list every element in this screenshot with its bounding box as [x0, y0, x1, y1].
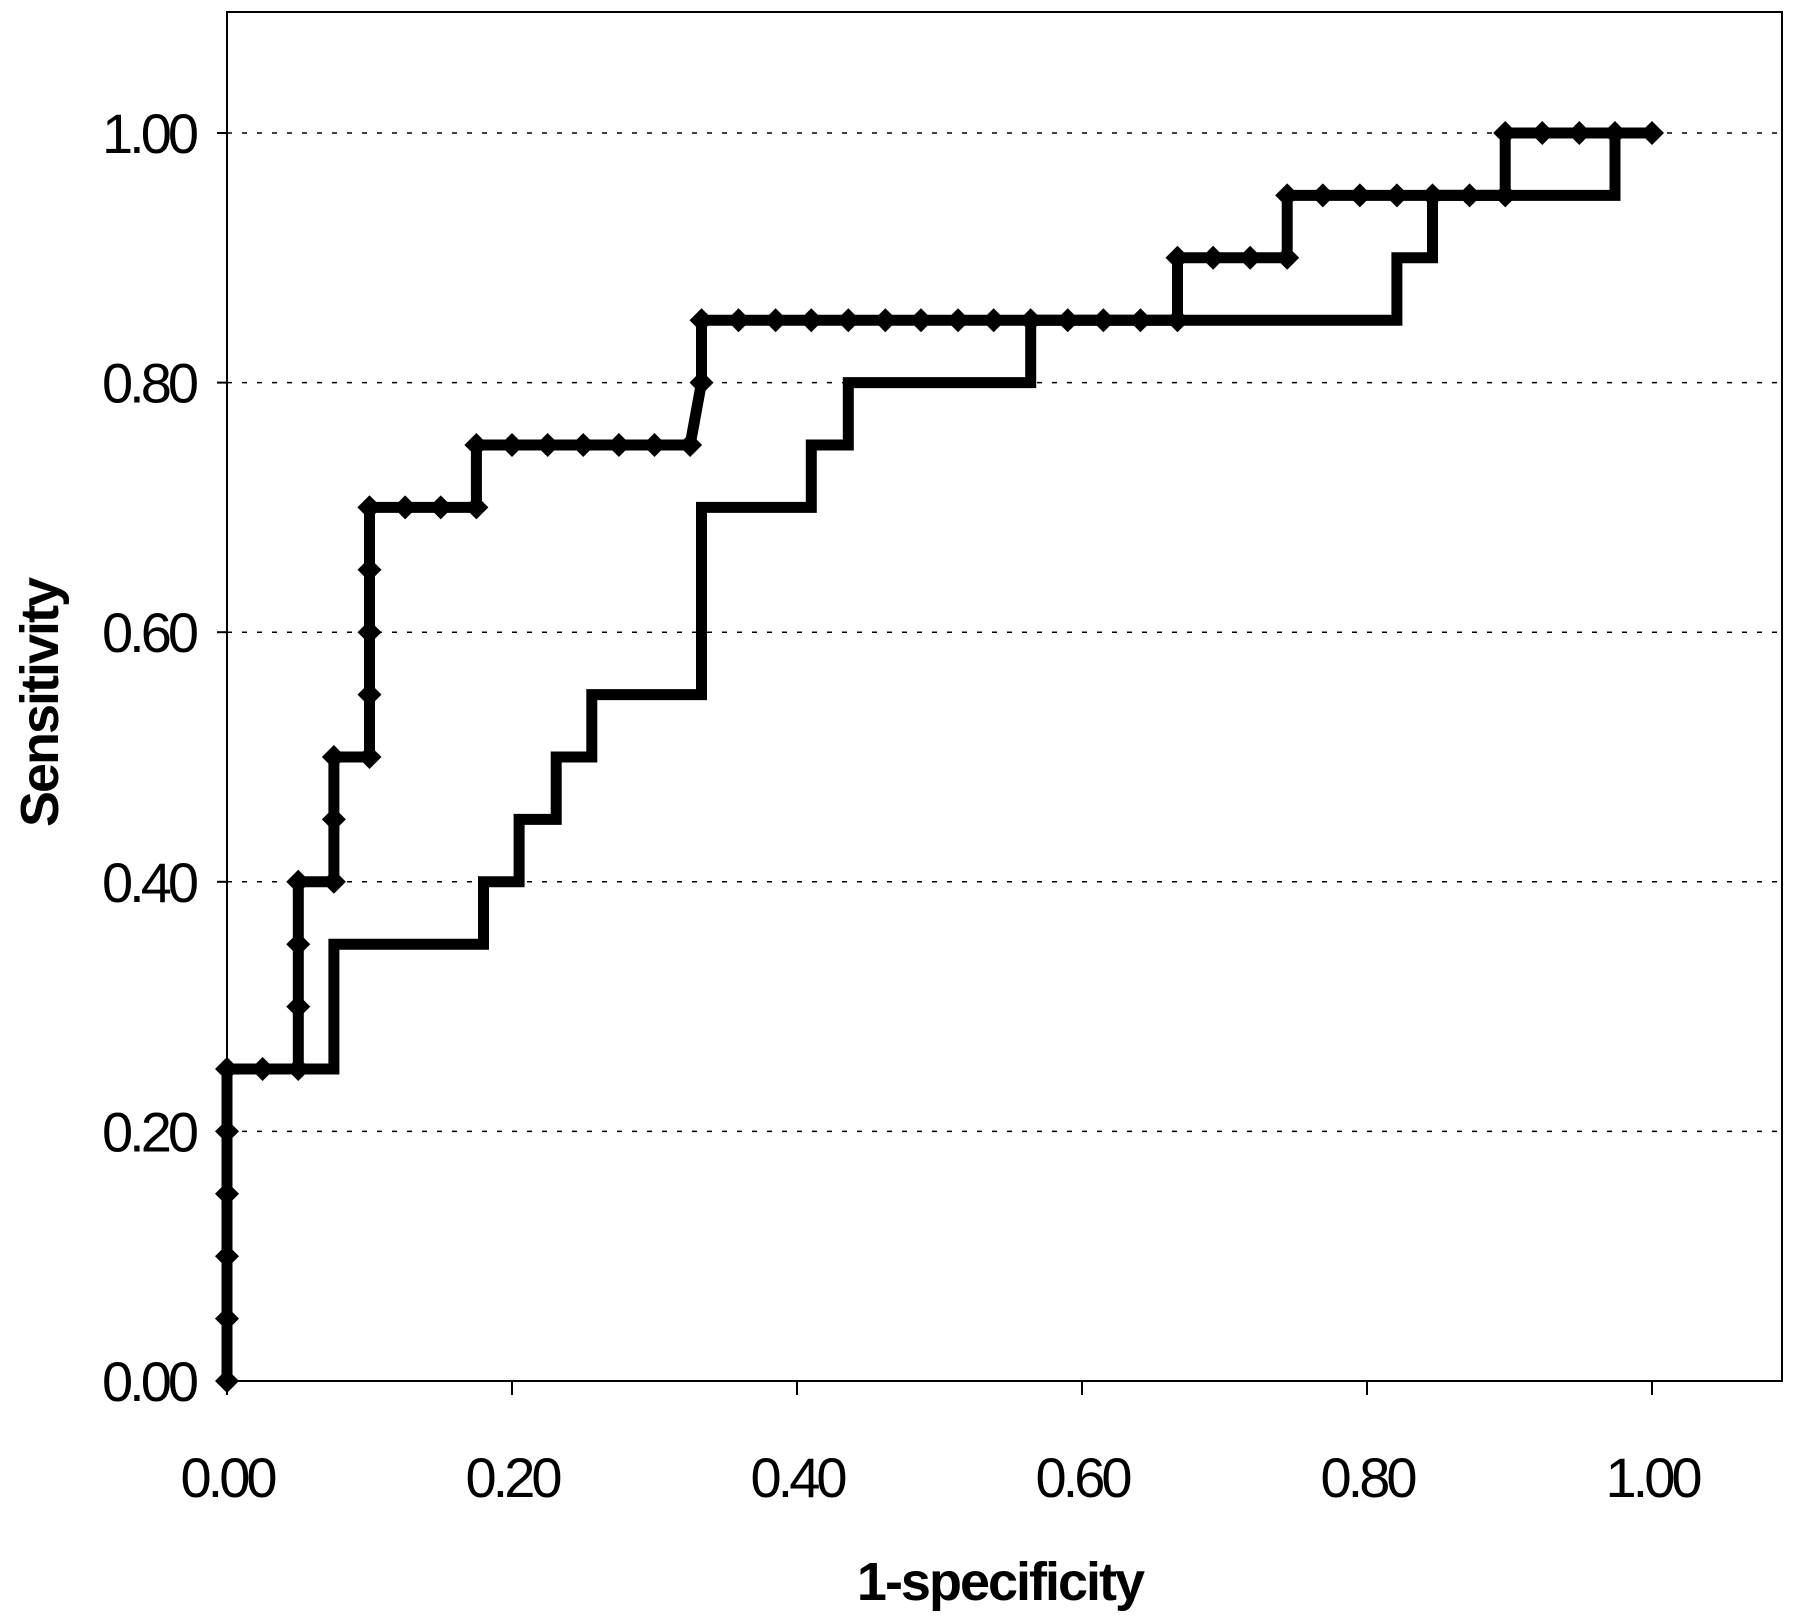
series-0-point-13 — [321, 745, 346, 769]
series-0-point-3 — [215, 1181, 239, 1206]
y-tick-label-1: 0.20 — [102, 1100, 197, 1163]
series-0-point-19 — [357, 495, 382, 520]
series-0-point-21 — [428, 495, 453, 520]
series-0-point-42 — [1091, 308, 1116, 333]
series-0-point-30 — [689, 370, 714, 395]
series-0-point-33 — [763, 308, 788, 333]
series-0-point-16 — [357, 620, 382, 645]
series-0-point-44 — [1165, 308, 1190, 333]
series-0-point-29 — [678, 433, 703, 457]
x-tick-label-0: 0.00 — [181, 1446, 276, 1509]
series-0-point-25 — [535, 433, 560, 457]
gridlines — [227, 132, 1782, 1133]
series-0-point-20 — [393, 495, 418, 520]
series-0-point-4 — [215, 1119, 239, 1144]
series-0-point-34 — [799, 308, 824, 333]
series-0-point-59 — [1602, 121, 1627, 145]
series-0-point-57 — [1530, 121, 1555, 145]
series-0-point-51 — [1347, 183, 1372, 208]
series-0-point-40 — [1018, 308, 1043, 333]
series-0-point-32 — [726, 308, 751, 333]
x-tick-label-4: 0.80 — [1321, 1446, 1416, 1509]
series-0-point-46 — [1201, 245, 1226, 270]
series-0-point-27 — [606, 433, 631, 457]
series-0-point-9 — [286, 932, 311, 957]
y-tick-label-3: 0.60 — [102, 601, 197, 664]
plot-area-frame — [226, 11, 1783, 1382]
series-0-point-43 — [1128, 308, 1153, 333]
x-axis-title: 1-specificity — [857, 1552, 1145, 1612]
series-0-point-6 — [250, 1057, 275, 1081]
series-0-point-7 — [286, 1057, 311, 1081]
series-0-point-5 — [215, 1057, 239, 1081]
series-0-point-54 — [1457, 183, 1482, 208]
series-0-point-24 — [500, 433, 524, 457]
series-0-point-60 — [1640, 121, 1664, 145]
series-0-point-8 — [286, 994, 311, 1019]
series-0-point-39 — [981, 308, 1006, 333]
series-0-line — [221, 127, 1658, 1387]
y-axis-title: Sensitivity — [10, 577, 70, 827]
series-0-point-52 — [1384, 183, 1409, 208]
x-tick-label-3: 0.60 — [1036, 1446, 1131, 1509]
series-0-point-0 — [215, 1369, 239, 1393]
series-0-point-11 — [321, 869, 346, 894]
series-0-point-38 — [946, 308, 971, 333]
y-axis-ticks: 0.00 0.20 0.40 0.60 0.80 1.00 — [102, 102, 227, 1413]
series-0-point-41 — [1055, 308, 1080, 333]
series-0-point-50 — [1310, 183, 1335, 208]
series-0-point-15 — [357, 682, 382, 707]
series-0-point-17 — [357, 557, 382, 582]
x-tick-label-5: 1.00 — [1606, 1446, 1701, 1509]
series-0-point-14 — [357, 745, 382, 769]
x-tick-label-1: 0.20 — [466, 1446, 561, 1509]
series-0-point-23 — [464, 433, 489, 457]
series-0-point-10 — [286, 869, 311, 894]
series-0-point-1 — [215, 1306, 239, 1331]
marker-layer — [215, 121, 1664, 1393]
series-layer — [221, 127, 1658, 1387]
series-0-point-36 — [873, 308, 898, 333]
series-0-point-55 — [1493, 183, 1518, 208]
series-0-point-49 — [1275, 183, 1300, 208]
series-0-point-56 — [1493, 121, 1518, 145]
series-0-point-31 — [689, 308, 714, 333]
series-0-point-28 — [642, 433, 667, 457]
series-1-line — [221, 127, 1658, 1387]
series-0-point-2 — [215, 1244, 239, 1269]
x-axis-ticks: 0.00 0.20 0.40 0.60 0.80 1.00 — [181, 1381, 1704, 1509]
series-0-point-58 — [1567, 121, 1592, 145]
series-0-point-48 — [1275, 245, 1300, 270]
series-0-point-47 — [1238, 245, 1263, 270]
series-0-point-53 — [1420, 183, 1445, 208]
series-0-point-12 — [321, 807, 346, 832]
series-0-point-35 — [836, 308, 861, 333]
y-tick-label-0: 0.00 — [102, 1350, 197, 1413]
y-tick-label-2: 0.40 — [102, 851, 197, 914]
x-tick-label-2: 0.40 — [751, 1446, 846, 1509]
y-tick-label-4: 0.80 — [102, 352, 197, 415]
series-0-point-26 — [571, 433, 596, 457]
series-0-point-37 — [908, 308, 933, 333]
series-0-point-45 — [1165, 245, 1190, 270]
series-0-point-22 — [464, 495, 489, 520]
y-tick-label-5: 1.00 — [102, 102, 197, 165]
